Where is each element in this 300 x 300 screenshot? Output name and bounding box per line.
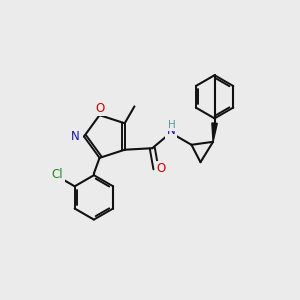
Text: H: H — [168, 120, 176, 130]
Text: N: N — [167, 124, 176, 137]
Text: O: O — [96, 102, 105, 115]
Text: O: O — [157, 162, 166, 176]
Text: N: N — [71, 130, 80, 143]
Text: Cl: Cl — [52, 168, 63, 182]
Polygon shape — [212, 123, 217, 142]
